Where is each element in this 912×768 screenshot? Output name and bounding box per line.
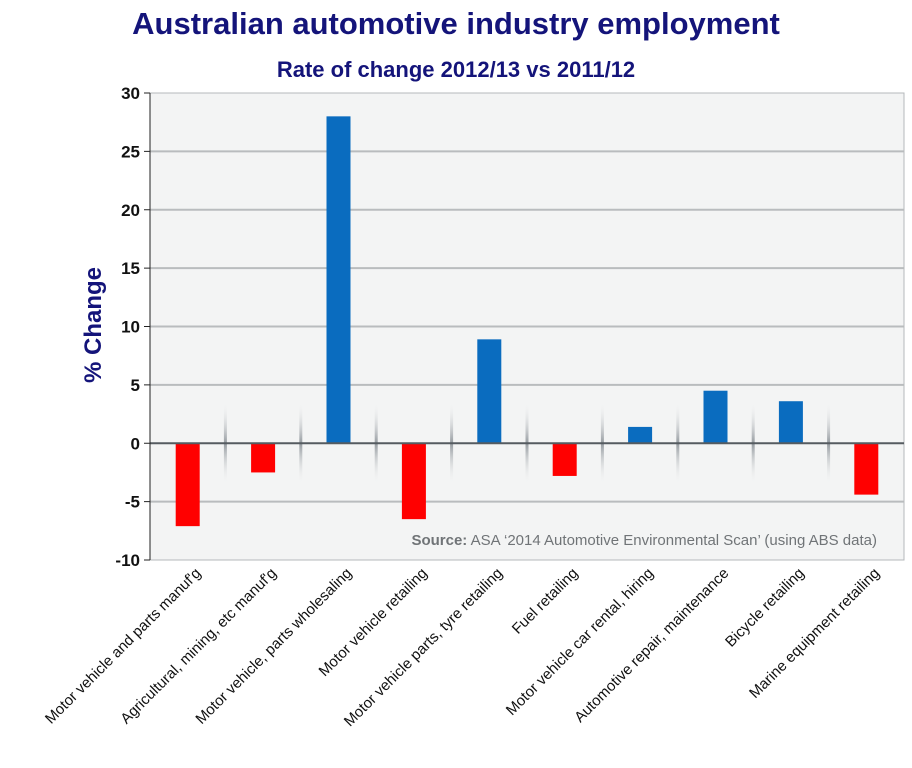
- bar: [401, 443, 426, 520]
- y-tick-label: 25: [121, 142, 140, 161]
- y-tick-label: -10: [115, 551, 140, 570]
- source-note: Source: ASA ‘2014 Automotive Environment…: [411, 532, 877, 549]
- source-label: Source:: [411, 532, 467, 549]
- bars: [175, 116, 879, 527]
- x-tick-label: Motor vehicle and parts manuf'g: [42, 565, 205, 728]
- x-tick-label: Agricultural, mining, etc manuf'g: [117, 565, 280, 728]
- x-tick-label: Fuel retailing: [509, 565, 582, 638]
- y-tick-label: 20: [121, 201, 140, 220]
- x-tick-label: Motor vehicle car rental, hiring: [503, 565, 657, 719]
- bar: [175, 443, 200, 527]
- bar: [628, 426, 653, 444]
- bar: [477, 339, 502, 444]
- y-tick-label: 10: [121, 318, 140, 337]
- chart-subtitle: Rate of change 2012/13 vs 2011/12: [276, 57, 636, 82]
- y-axis-label: % Change: [80, 267, 107, 383]
- y-tick-label: -5: [125, 493, 140, 512]
- chart-title: Australian automotive industry employmen…: [132, 6, 780, 41]
- y-tick-label: 5: [131, 376, 140, 395]
- y-tick-label: 15: [121, 259, 140, 278]
- bar: [778, 401, 803, 444]
- bar: [552, 443, 577, 476]
- x-tick-label: Motor vehicle, parts wholesaling: [192, 565, 355, 728]
- y-tick-label: 30: [121, 84, 140, 103]
- bar: [854, 443, 879, 495]
- x-tick-label: Bicycle retailing: [722, 565, 808, 651]
- y-tick-label: 0: [131, 434, 140, 453]
- x-tick-label: Automotive repair, maintenance: [571, 565, 732, 726]
- source-text: ASA ‘2014 Automotive Environmental Scan’…: [467, 532, 877, 549]
- x-tick-labels: Motor vehicle and parts manuf'gAgricultu…: [42, 565, 883, 730]
- y-ticks: 30 25 20 15 10 5 0 -5 -10: [115, 84, 150, 570]
- bar: [703, 390, 728, 444]
- bar: [251, 443, 276, 473]
- bar: [326, 116, 351, 444]
- x-tick-label: Motor vehicle parts, tyre retailing: [341, 565, 506, 730]
- gridlines: [150, 150, 904, 503]
- x-tick-label: Marine equipment retailing: [746, 565, 883, 702]
